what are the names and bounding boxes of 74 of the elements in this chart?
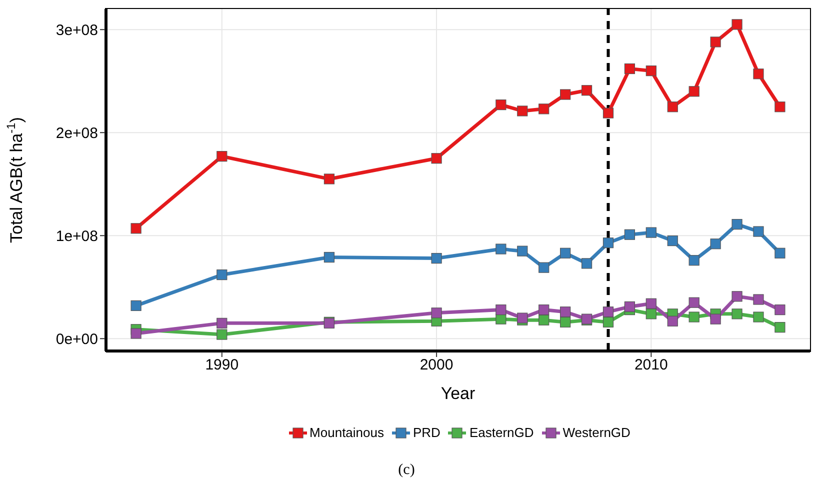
point	[710, 36, 721, 48]
point	[624, 63, 636, 74]
point	[753, 68, 764, 80]
point	[538, 304, 550, 316]
point	[688, 312, 700, 322]
point	[538, 262, 550, 273]
x-tick-label: 1990	[205, 356, 239, 374]
point	[774, 102, 786, 112]
point	[560, 89, 571, 100]
point	[774, 322, 786, 333]
point	[581, 258, 592, 269]
point	[560, 248, 571, 258]
point	[667, 102, 678, 112]
point	[496, 100, 506, 110]
point	[581, 85, 592, 96]
point	[710, 238, 721, 250]
point	[732, 291, 742, 302]
point	[517, 246, 528, 256]
y-tick-label: 0e+00	[56, 330, 98, 348]
point	[431, 252, 442, 264]
point	[602, 306, 614, 318]
point	[646, 227, 656, 238]
legend-label: PRD	[413, 425, 440, 440]
legend-label: EasternGD	[469, 425, 534, 440]
point	[130, 223, 142, 234]
point	[688, 297, 700, 308]
point	[431, 153, 442, 164]
point	[732, 218, 742, 230]
point	[496, 314, 506, 324]
legend-label: Mountainous	[310, 425, 384, 440]
legend-label: WesternGD	[562, 425, 630, 440]
point	[560, 306, 571, 318]
point	[753, 294, 764, 305]
x-axis-title: Year	[440, 384, 476, 403]
point	[324, 174, 335, 184]
point	[602, 316, 614, 328]
point	[496, 244, 506, 254]
point	[538, 314, 550, 326]
point	[667, 316, 678, 326]
point	[216, 318, 228, 328]
point	[602, 108, 614, 118]
point	[667, 235, 678, 246]
point	[431, 308, 442, 318]
point	[538, 104, 550, 114]
y-tick-label: 2e+08	[56, 124, 98, 142]
text: (c)	[397, 462, 416, 479]
point	[646, 66, 656, 76]
point	[710, 314, 721, 324]
point	[688, 255, 700, 266]
x-tick-label: 2010	[634, 356, 668, 374]
point	[602, 238, 614, 248]
point	[646, 308, 656, 320]
point	[130, 328, 142, 339]
point	[753, 226, 764, 237]
point	[216, 151, 228, 162]
point	[624, 229, 636, 240]
y-tick-label: 3e+08	[56, 22, 98, 39]
point	[216, 329, 228, 340]
point	[496, 304, 506, 316]
point	[753, 312, 764, 322]
point	[646, 298, 656, 309]
point	[732, 308, 742, 320]
point	[216, 269, 228, 280]
point	[774, 248, 786, 258]
point	[624, 301, 636, 312]
point	[517, 106, 528, 116]
x-tick-label: 2000	[420, 356, 454, 374]
point	[560, 316, 571, 328]
point	[774, 304, 786, 316]
point	[130, 300, 142, 311]
y-tick-label: 1e+08	[56, 228, 98, 245]
point	[732, 19, 742, 30]
point	[324, 252, 335, 263]
point	[688, 86, 700, 97]
